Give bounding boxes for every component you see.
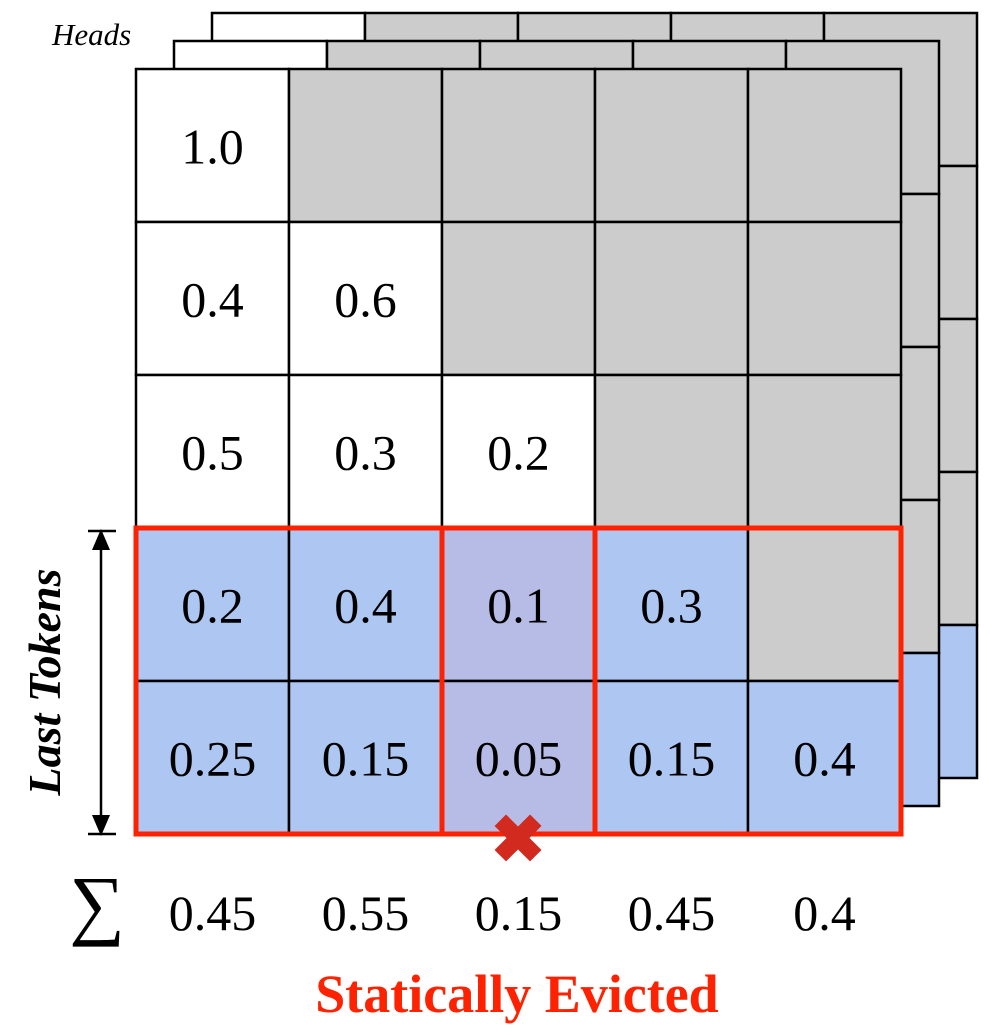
column-sum: 0.55 bbox=[322, 885, 410, 941]
cell-value: 0.3 bbox=[640, 578, 703, 634]
evict-x-icon: ✖ bbox=[490, 804, 545, 877]
matrix-cell bbox=[746, 526, 903, 683]
statically-evicted-label: Statically Evicted bbox=[315, 964, 718, 1024]
cell-value: 0.4 bbox=[793, 731, 856, 787]
matrix-cell bbox=[593, 67, 750, 224]
cell-value: 0.2 bbox=[181, 578, 244, 634]
cell-value: 0.2 bbox=[487, 425, 550, 481]
cell-value: 0.25 bbox=[169, 731, 257, 787]
matrix-cell bbox=[134, 679, 291, 836]
matrix-cell bbox=[746, 67, 903, 224]
matrix-cell bbox=[440, 67, 597, 224]
window-outline bbox=[133, 525, 904, 837]
matrix-cell bbox=[440, 373, 597, 530]
cell-value: 0.05 bbox=[475, 731, 563, 787]
matrix-cell bbox=[746, 220, 903, 377]
column-sum: 0.45 bbox=[169, 885, 257, 941]
matrix-cell bbox=[287, 67, 444, 224]
cell-value: 0.3 bbox=[334, 425, 397, 481]
matrix-cell bbox=[287, 220, 444, 377]
cell-value: 0.5 bbox=[181, 425, 244, 481]
column-sums: 0.45 0.55 0.15 0.45 0.4 bbox=[169, 885, 856, 941]
column-sum: 0.4 bbox=[793, 885, 856, 941]
last-tokens-window bbox=[133, 525, 904, 837]
last-tokens-bracket bbox=[88, 529, 116, 836]
cell-value: 0.15 bbox=[628, 731, 716, 787]
matrix-cell bbox=[134, 67, 291, 224]
matrix-cell bbox=[440, 526, 597, 683]
cell-value: 0.15 bbox=[322, 731, 410, 787]
cell-value: 0.1 bbox=[487, 578, 550, 634]
matrix-cell bbox=[593, 373, 750, 530]
attention-matrix: 1.0 0.4 0.6 0.5 0.3 0.2 0.2 0.4 0.1 0.3 0.25 0.15 0.… bbox=[134, 67, 903, 836]
matrix-cell bbox=[593, 220, 750, 377]
matrix-cell bbox=[746, 373, 903, 530]
cell-value: 0.4 bbox=[334, 578, 397, 634]
cell-value: 0.4 bbox=[181, 272, 244, 328]
column-sum: 0.45 bbox=[628, 885, 716, 941]
column-sum: 0.15 bbox=[475, 885, 563, 941]
last-tokens-label: Last Tokens bbox=[19, 568, 70, 796]
matrix-cell bbox=[134, 373, 291, 530]
matrix-cell bbox=[440, 220, 597, 377]
heads-label: Heads bbox=[51, 17, 131, 52]
cell-value: 0.6 bbox=[334, 272, 397, 328]
matrix-cell bbox=[287, 373, 444, 530]
sum-symbol: ∑ bbox=[69, 860, 125, 947]
matrix-cell bbox=[593, 679, 750, 836]
cell-value: 1.0 bbox=[181, 119, 244, 175]
